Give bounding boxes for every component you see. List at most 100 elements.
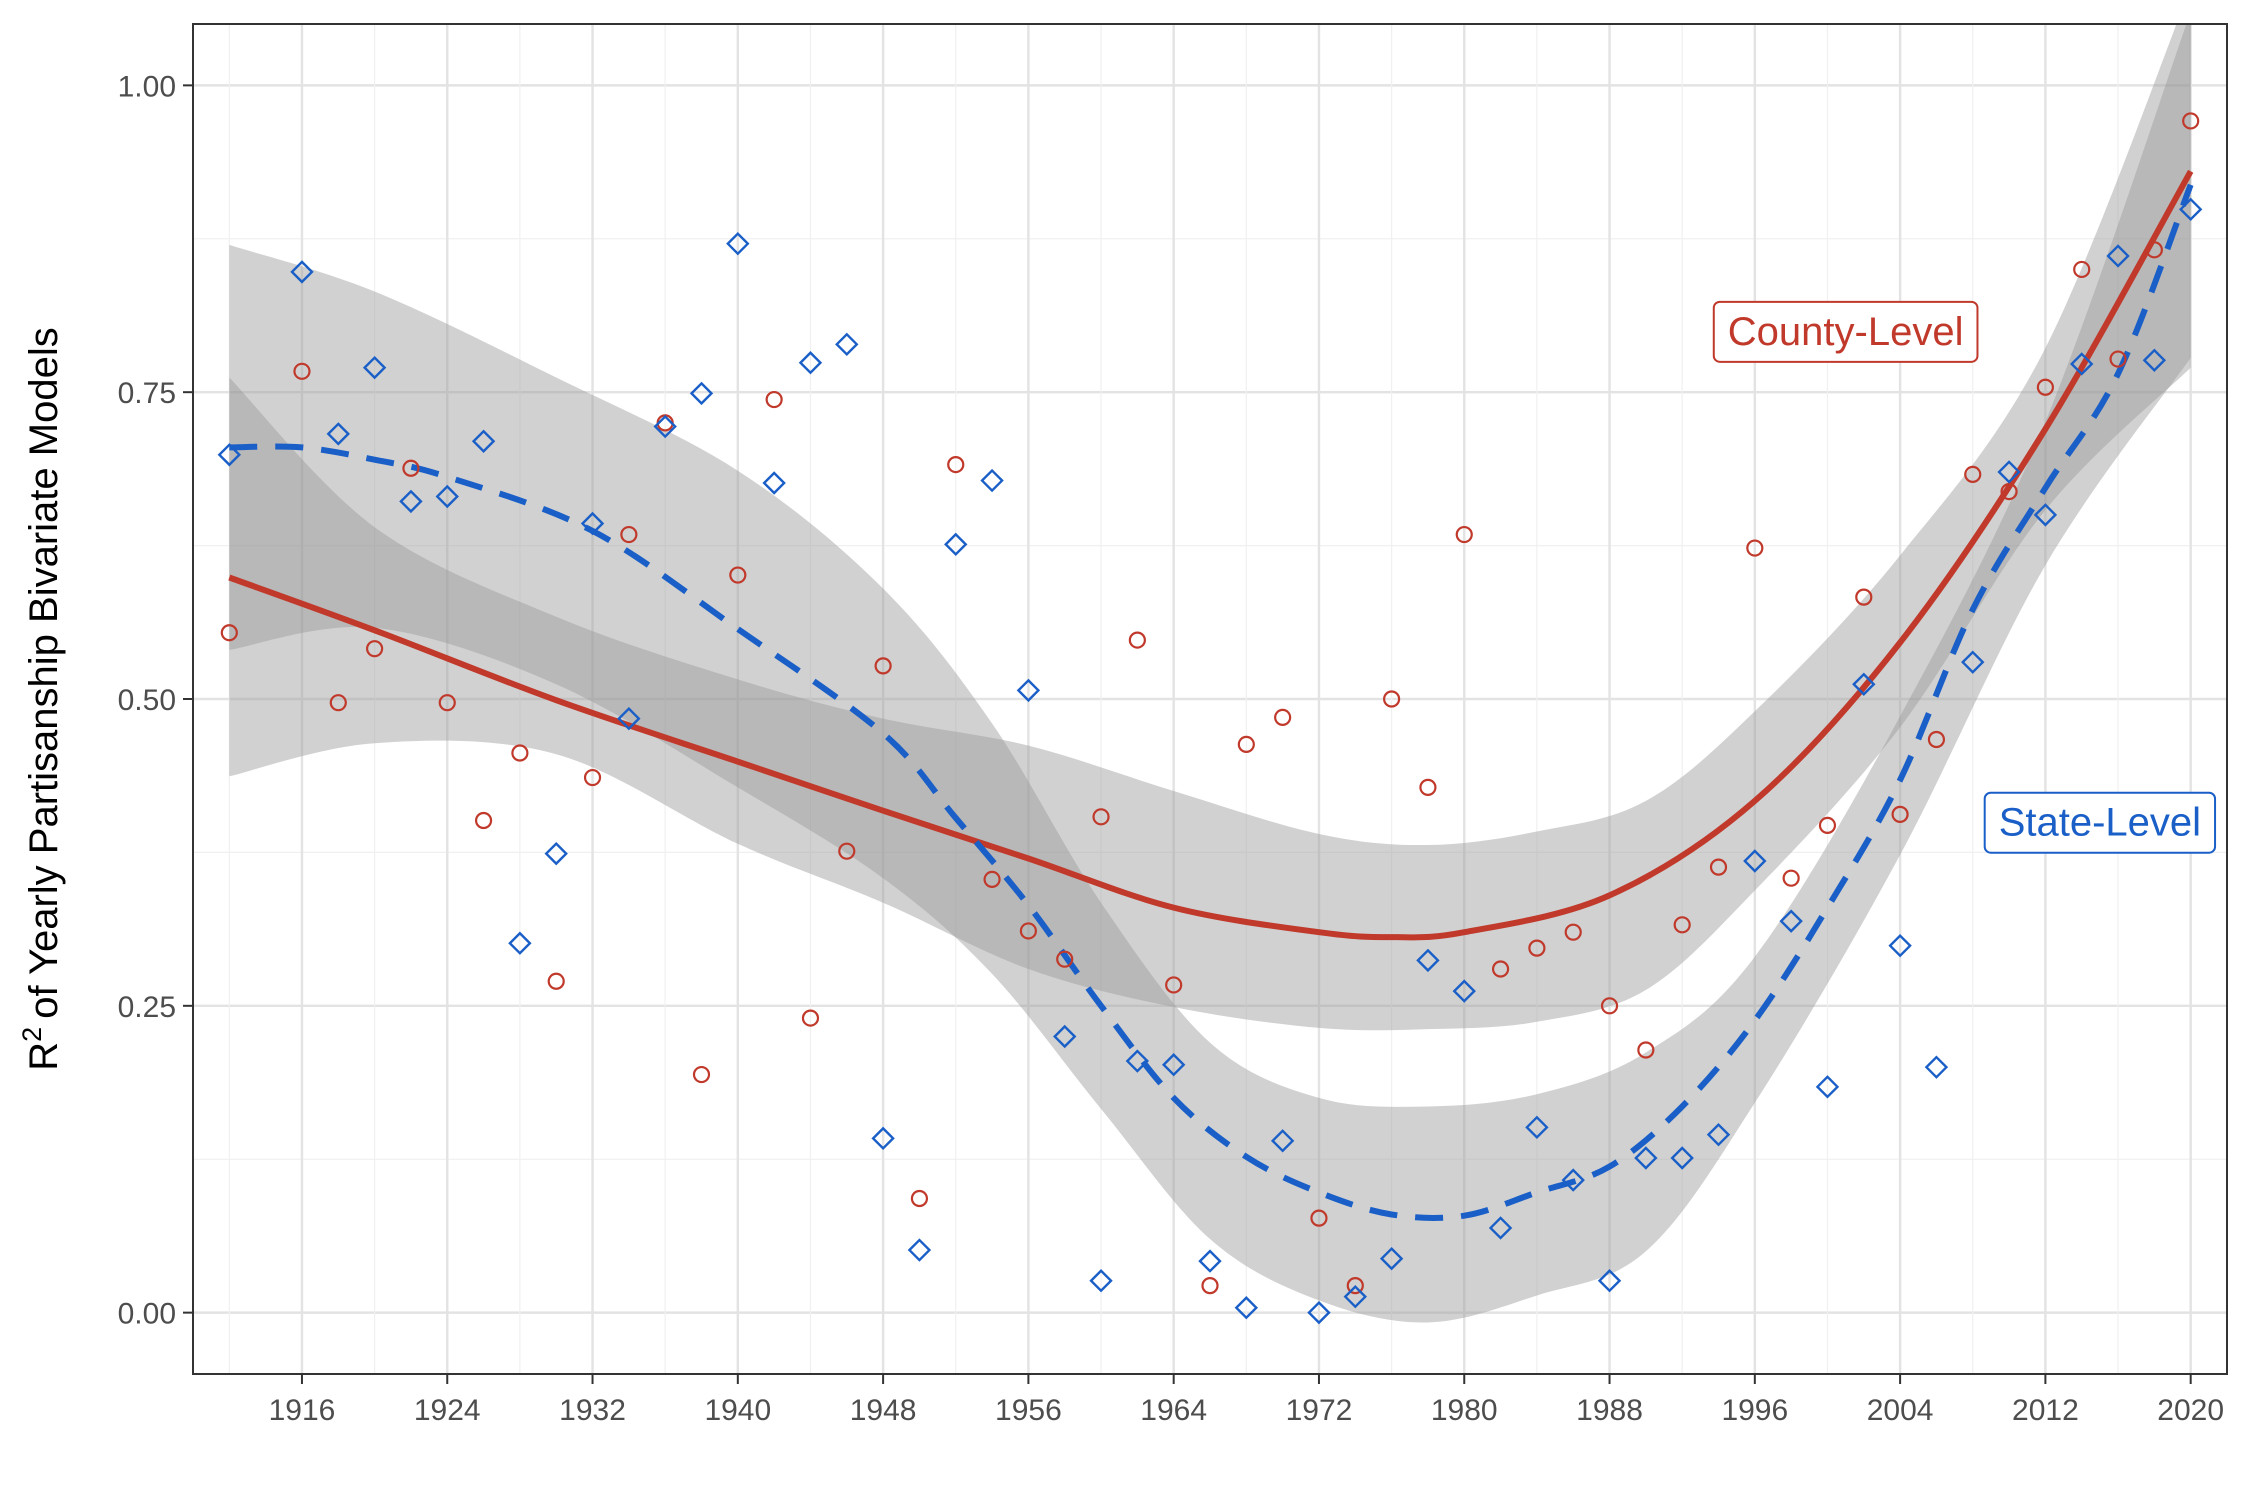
point-county bbox=[1637, 1041, 1655, 1059]
point-state bbox=[471, 429, 496, 453]
point-state bbox=[290, 260, 314, 284]
point-state bbox=[689, 381, 714, 406]
point-county bbox=[1891, 805, 1909, 823]
point-state bbox=[2142, 348, 2167, 372]
x-tick-label: 1980 bbox=[1431, 1394, 1498, 1427]
x-tick-label: 1964 bbox=[1140, 1394, 1207, 1427]
y-axis-title: R2 of Yearly Partisanship Bivariate Model… bbox=[17, 327, 66, 1070]
point-state bbox=[1852, 672, 1876, 696]
point-county bbox=[1746, 539, 1764, 557]
x-tick-label: 1940 bbox=[704, 1394, 771, 1427]
point-county bbox=[692, 1065, 711, 1084]
point-county bbox=[1855, 588, 1873, 606]
point-county bbox=[1964, 465, 1982, 484]
y-tick-label: 1.00 bbox=[118, 70, 176, 103]
point-state bbox=[217, 443, 242, 467]
annotation-label: County-Level bbox=[1712, 300, 1979, 363]
point-state bbox=[435, 484, 459, 509]
point-state bbox=[1416, 948, 1440, 973]
confidence-band-county bbox=[229, 24, 2191, 1031]
point-state bbox=[1888, 933, 1912, 958]
point-county bbox=[1274, 708, 1292, 727]
annotation-box bbox=[1983, 791, 2217, 854]
x-tick-label: 1972 bbox=[1286, 1394, 1353, 1427]
y-axis-title-superscript: 2 bbox=[17, 1027, 47, 1042]
point-state bbox=[1525, 1115, 1549, 1140]
point-state bbox=[1488, 1216, 1513, 1240]
point-state bbox=[1561, 1168, 1585, 1192]
point-county bbox=[511, 744, 529, 762]
point-county bbox=[838, 842, 856, 860]
point-county bbox=[547, 972, 565, 990]
point-county bbox=[1419, 778, 1437, 796]
point-state bbox=[1053, 1024, 1077, 1049]
point-county bbox=[1673, 916, 1691, 934]
point-state bbox=[1343, 1284, 1367, 1309]
point-county bbox=[1092, 808, 1110, 826]
x-tick-label: 1932 bbox=[559, 1394, 626, 1427]
point-county bbox=[1237, 735, 1255, 754]
point-state bbox=[944, 532, 968, 557]
point-county bbox=[2145, 241, 2163, 259]
point-county bbox=[474, 811, 493, 830]
annotations: County-Level State-Level bbox=[1712, 300, 2217, 854]
point-county bbox=[1056, 950, 1074, 968]
point-state bbox=[399, 489, 423, 514]
point-state bbox=[1089, 1269, 1113, 1293]
point-state bbox=[1597, 1269, 1622, 1293]
point-state bbox=[1234, 1296, 1259, 1320]
point-county bbox=[1564, 923, 1582, 941]
point-state bbox=[1379, 1246, 1404, 1271]
x-tick-label: 2004 bbox=[1867, 1394, 1934, 1427]
grid bbox=[193, 24, 2227, 1374]
trend-line-county bbox=[228, 169, 2194, 941]
x-tick-label: 2012 bbox=[2012, 1394, 2079, 1427]
point-county bbox=[438, 694, 456, 712]
point-state bbox=[2178, 197, 2203, 222]
point-county bbox=[1165, 976, 1183, 994]
point-county bbox=[620, 525, 638, 544]
point-state bbox=[1270, 1129, 1295, 1153]
point-state bbox=[1706, 1122, 1731, 1147]
point-county bbox=[1528, 939, 1546, 957]
x-tick-label: 1988 bbox=[1576, 1394, 1643, 1427]
point-state bbox=[1016, 678, 1041, 703]
point-county bbox=[2036, 378, 2054, 396]
point-county bbox=[329, 694, 347, 712]
point-state bbox=[907, 1238, 932, 1262]
point-county bbox=[2073, 260, 2091, 279]
x-axis: 1916 1924 1932 1940 1948 1956 1964 1972 1980 1988… bbox=[269, 1374, 2224, 1427]
point-county bbox=[1782, 869, 1800, 887]
point-county bbox=[583, 768, 602, 787]
point-county bbox=[402, 459, 420, 477]
point-state bbox=[326, 422, 350, 446]
x-tick-label: 1916 bbox=[269, 1394, 336, 1427]
point-state bbox=[544, 841, 568, 866]
point-county bbox=[1818, 816, 1837, 835]
annotation-text: County-Level bbox=[1728, 310, 1964, 354]
point-state bbox=[1125, 1049, 1150, 1073]
point-county bbox=[1128, 631, 1146, 649]
point-county bbox=[1927, 730, 1946, 749]
y-tick-label: 0.50 bbox=[118, 684, 176, 717]
point-state bbox=[762, 471, 786, 495]
point-county bbox=[2000, 482, 2018, 501]
point-state bbox=[1161, 1053, 1186, 1077]
point-state bbox=[1815, 1075, 1840, 1099]
x-tick-label: 1948 bbox=[850, 1394, 917, 1427]
point-state bbox=[508, 931, 532, 955]
point-county bbox=[765, 390, 783, 409]
point-state bbox=[1452, 979, 1476, 1003]
point-state bbox=[2033, 503, 2058, 527]
point-state bbox=[1743, 849, 1767, 873]
x-tick-label: 1956 bbox=[995, 1394, 1062, 1427]
x-tick-label: 2020 bbox=[2157, 1394, 2224, 1427]
point-county bbox=[1491, 960, 1510, 978]
point-county bbox=[1600, 997, 1619, 1015]
point-county bbox=[220, 624, 238, 642]
point-state bbox=[798, 351, 823, 375]
point-state bbox=[1198, 1249, 1222, 1273]
point-state bbox=[1997, 460, 2021, 484]
point-state bbox=[1307, 1300, 1331, 1325]
